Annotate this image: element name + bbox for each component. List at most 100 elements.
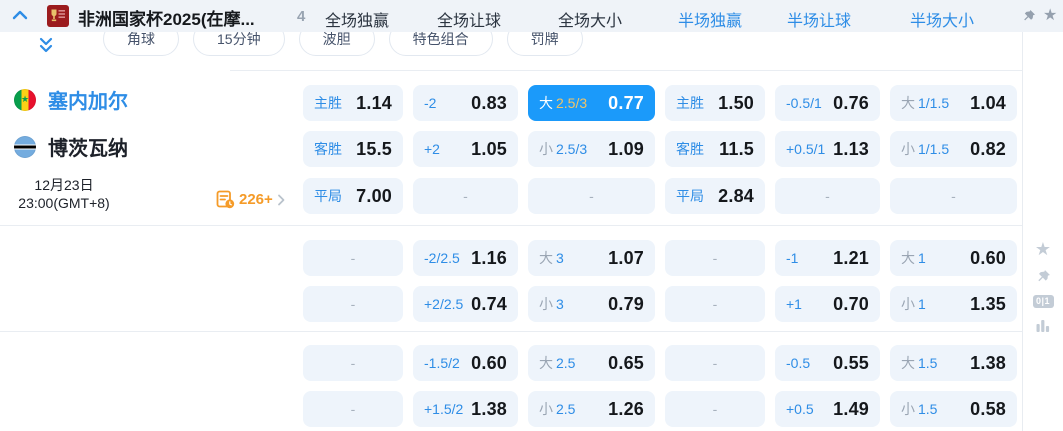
odds-cell-r2-c1[interactable]: 客胜 15.5: [303, 131, 403, 167]
odds-value: 1.16: [471, 247, 507, 268]
market-tab-2[interactable]: 全场让球: [437, 13, 502, 30]
odds-value: 1.21: [833, 247, 869, 268]
odds-cell-r7-c3[interactable]: 小 2.5 1.26: [528, 391, 655, 427]
odds-cell-r1-c2[interactable]: -2 0.83: [413, 85, 518, 121]
market-tab-4[interactable]: 半场独赢: [678, 13, 743, 30]
odds-cell-r2-c3[interactable]: 小 2.5/3 1.09: [528, 131, 655, 167]
odds-cell-r3-c1[interactable]: 平局 7.00: [303, 178, 403, 214]
pin-icon[interactable]: [1022, 9, 1036, 23]
odds-cell-r7-c2[interactable]: +1.5/2 1.38: [413, 391, 518, 427]
odds-value: 7.00: [356, 185, 392, 206]
empty-odds-dash: -: [712, 401, 718, 417]
more-markets-count: 226+: [239, 191, 273, 208]
markets-list-icon: [216, 190, 235, 209]
rail-pin-icon[interactable]: [1036, 269, 1051, 284]
collapse-league-icon[interactable]: [12, 9, 28, 21]
odds-cell-r5-c5[interactable]: +1 0.70: [775, 286, 880, 322]
odds-value: 1.35: [970, 293, 1006, 314]
odds-cell-r3-c2: -: [413, 178, 518, 214]
odds-label: -2: [424, 95, 437, 111]
odds-label: 大 2.5/3: [539, 95, 588, 111]
odds-cell-r7-c5[interactable]: +0.5 1.49: [775, 391, 880, 427]
match-time-line: 23:00(GMT+8): [18, 195, 110, 211]
odds-cell-r2-c5[interactable]: +0.5/1 1.13: [775, 131, 880, 167]
odds-label: -0.5/1: [786, 95, 822, 111]
odds-label: +1.5/2: [424, 401, 464, 417]
odds-label: -1.5/2: [424, 355, 460, 371]
chevron-right-icon: [277, 194, 285, 205]
home-team-name[interactable]: 塞内加尔: [48, 91, 128, 113]
odds-value: 1.14: [356, 92, 392, 113]
stats-bars-icon[interactable]: [1036, 319, 1050, 332]
league-title[interactable]: 非洲国家杯2025(在摩...: [78, 10, 255, 29]
odds-cell-r6-c3[interactable]: 大 2.5 0.65: [528, 345, 655, 381]
league-logo-icon: [47, 5, 69, 27]
odds-value: 1.04: [970, 92, 1006, 113]
market-tab-3[interactable]: 全场大小: [558, 13, 623, 30]
odds-cell-r3-c5: -: [775, 178, 880, 214]
odds-cell-r3-c4[interactable]: 平局 2.84: [665, 178, 765, 214]
odds-label: 平局: [314, 188, 342, 204]
favorite-star-icon[interactable]: ★: [1034, 239, 1052, 259]
odds-cell-r2-c2[interactable]: +2 1.05: [413, 131, 518, 167]
odds-value: 1.07: [608, 247, 644, 268]
odds-value: 0.60: [970, 247, 1006, 268]
divider: [0, 225, 1022, 226]
star-icon[interactable]: ★: [1043, 7, 1058, 24]
odds-label: 平局: [676, 188, 704, 204]
odds-cell-r4-c3[interactable]: 大 3 1.07: [528, 240, 655, 276]
market-tab-5[interactable]: 半场让球: [787, 13, 852, 30]
odds-label: 大 1/1.5: [901, 95, 950, 111]
empty-odds-dash: -: [463, 188, 468, 204]
odds-cell-r5-c3[interactable]: 小 3 0.79: [528, 286, 655, 322]
market-tab-6[interactable]: 半场大小: [910, 13, 975, 30]
odds-cell-r6-c6[interactable]: 大 1.5 1.38: [890, 345, 1017, 381]
empty-odds-dash: -: [350, 401, 356, 417]
botswana-flag-icon: [14, 135, 36, 158]
odds-cell-r1-c6[interactable]: 大 1/1.5 1.04: [890, 85, 1017, 121]
away-team-name[interactable]: 博茨瓦纳: [48, 138, 128, 160]
odds-cell-r6-c4: -: [665, 345, 765, 381]
odds-value: 0.83: [471, 92, 507, 113]
odds-cell-r7-c6[interactable]: 小 1.5 0.58: [890, 391, 1017, 427]
market-tab-1[interactable]: 全场独赢: [325, 13, 390, 30]
home-team-row: ★ 塞内加尔: [14, 85, 128, 114]
odds-value: 1.05: [471, 138, 507, 159]
odds-cell-r6-c5[interactable]: -0.5 0.55: [775, 345, 880, 381]
odds-cell-r2-c4[interactable]: 客胜 11.5: [665, 131, 765, 167]
expand-markets-icon[interactable]: [38, 36, 54, 55]
odds-cell-r1-c4[interactable]: 主胜 1.50: [665, 85, 765, 121]
more-markets-link[interactable]: 226+: [216, 190, 285, 209]
odds-cell-r1-c3[interactable]: 大 2.5/3 0.77: [528, 85, 655, 121]
empty-odds-dash: -: [350, 250, 356, 266]
odds-cell-r5-c6[interactable]: 小 1 1.35: [890, 286, 1017, 322]
odds-cell-r1-c5[interactable]: -0.5/1 0.76: [775, 85, 880, 121]
odds-cell-r2-c6[interactable]: 小 1/1.5 0.82: [890, 131, 1017, 167]
odds-cell-r7-c4: -: [665, 391, 765, 427]
odds-label: 大 2.5: [539, 355, 576, 371]
odds-cell-r4-c5[interactable]: -1 1.21: [775, 240, 880, 276]
odds-value: 0.65: [608, 352, 644, 373]
odds-value: 0.55: [833, 352, 869, 373]
odds-value: 1.09: [608, 138, 644, 159]
score-history-badge[interactable]: 0|1: [1032, 295, 1054, 308]
odds-value: 1.50: [718, 92, 754, 113]
odds-cell-r4-c2[interactable]: -2/2.5 1.16: [413, 240, 518, 276]
odds-label: 主胜: [676, 95, 704, 111]
odds-label: +2: [424, 141, 440, 157]
odds-value: 0.79: [608, 293, 644, 314]
odds-cell-r4-c6[interactable]: 大 1 0.60: [890, 240, 1017, 276]
match-time: 12月23日 23:00(GMT+8): [0, 176, 128, 212]
empty-odds-dash: -: [712, 250, 718, 266]
right-rail: ★ 0|1: [1022, 32, 1063, 431]
divider: [230, 70, 1022, 71]
senegal-flag-icon: ★: [14, 88, 36, 111]
odds-cell-r6-c2[interactable]: -1.5/2 0.60: [413, 345, 518, 381]
odds-label: 小 2.5: [539, 401, 576, 417]
odds-value: 2.84: [718, 185, 754, 206]
odds-value: 0.82: [970, 138, 1006, 159]
odds-cell-r1-c1[interactable]: 主胜 1.14: [303, 85, 403, 121]
odds-cell-r5-c2[interactable]: +2/2.5 0.74: [413, 286, 518, 322]
divider: [0, 331, 1022, 332]
empty-odds-dash: -: [951, 188, 956, 204]
